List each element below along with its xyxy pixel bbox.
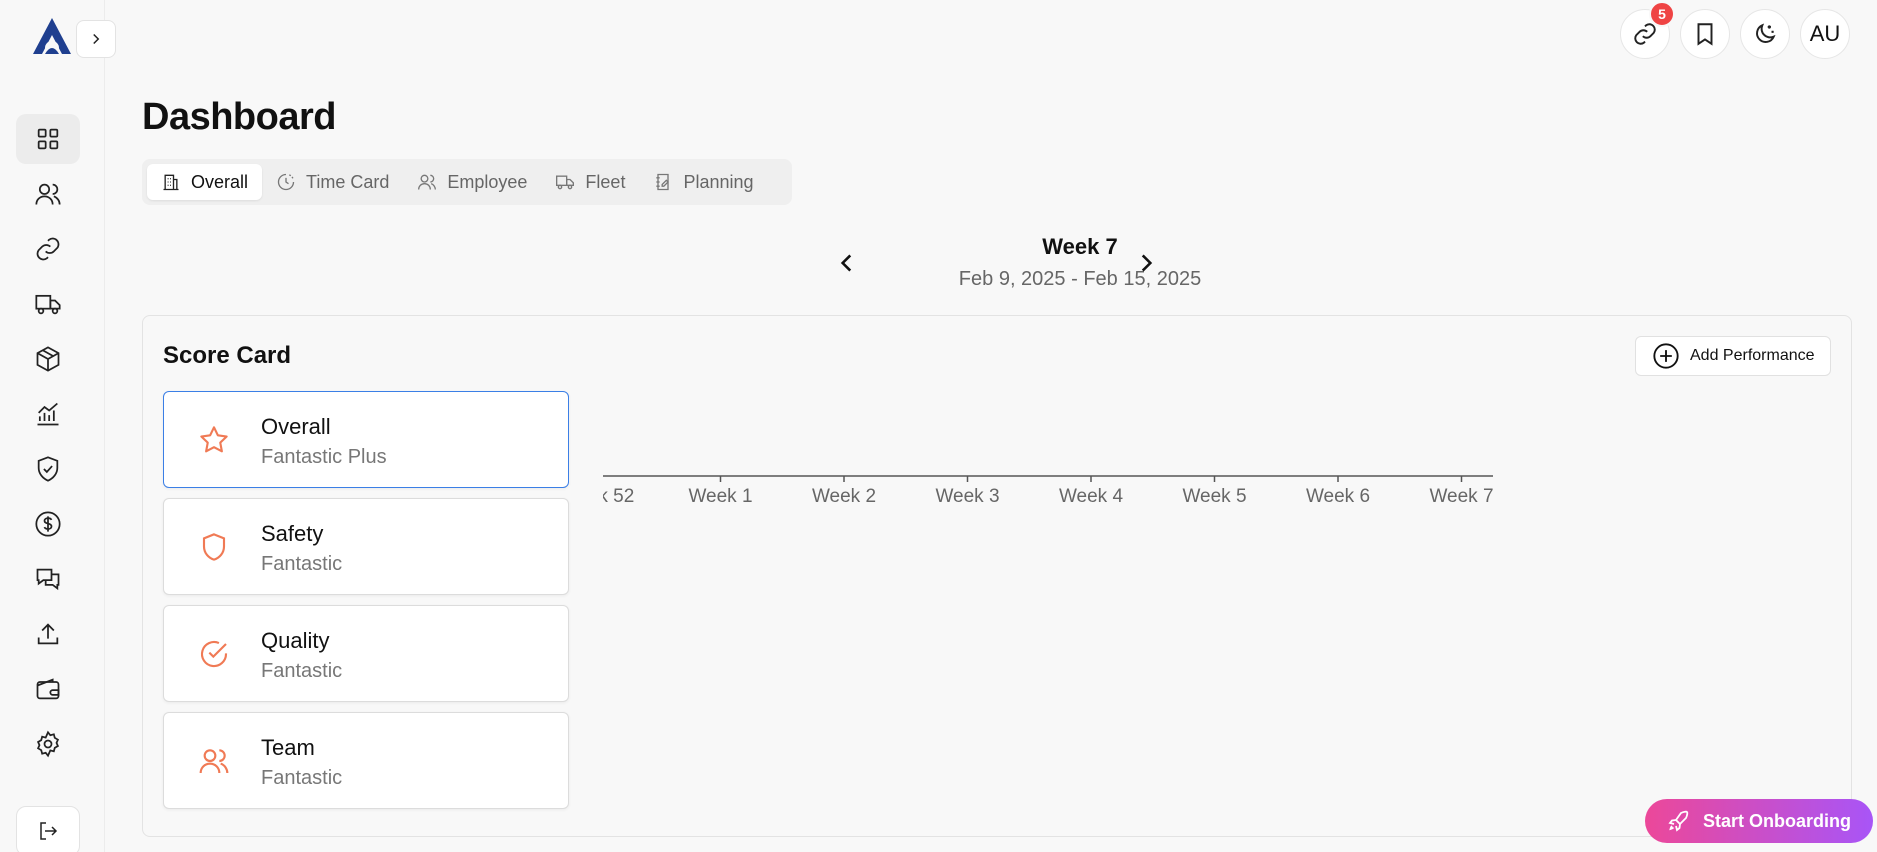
x-axis-tick-label: Week 4 <box>1059 486 1124 507</box>
score-card-title: Score Card <box>163 342 292 369</box>
sidebar <box>0 0 105 852</box>
users-icon <box>35 183 61 205</box>
sidebar-item-safety[interactable] <box>16 444 80 494</box>
x-axis-tick-label: Week 7 <box>1429 486 1493 507</box>
category-value: Fantastic Plus <box>261 446 387 468</box>
check-circle-icon <box>201 640 228 668</box>
messages-icon <box>36 568 60 591</box>
tab-label: Fleet <box>585 171 626 192</box>
plus-circle-icon <box>1653 343 1679 369</box>
team-icon <box>199 749 229 774</box>
wallet-icon <box>36 678 60 700</box>
category-name: Team <box>261 735 315 760</box>
bookmark-button[interactable] <box>1680 9 1730 59</box>
page-title: Dashboard <box>142 96 336 138</box>
sidebar-item-dashboard[interactable] <box>16 114 80 164</box>
shield-check-icon <box>37 456 59 482</box>
building-icon <box>163 174 179 191</box>
link-icon <box>36 237 60 261</box>
category-value: Fantastic <box>261 553 343 575</box>
tab-overall[interactable]: Overall <box>147 164 263 200</box>
week-date-range: Feb 9, 2025 - Feb 15, 2025 <box>958 268 1202 290</box>
moon-stars-icon <box>1756 23 1776 43</box>
bookmark-icon <box>1697 23 1713 46</box>
sidebar-item-fleet[interactable] <box>16 279 80 329</box>
x-axis-tick-label: Week 52 <box>603 486 634 507</box>
chevron-right-icon <box>1141 254 1153 272</box>
chevron-left-icon <box>840 254 852 272</box>
user-avatar[interactable]: AU <box>1800 9 1850 59</box>
add-performance-label: Add Performance <box>1690 347 1815 364</box>
x-axis-tick-label: Week 2 <box>812 486 876 507</box>
category-name: Safety <box>261 521 324 546</box>
category-name: Quality <box>261 628 330 653</box>
upload-icon <box>37 623 59 645</box>
score-card-panel: Score Card Add Performance Overall Fanta… <box>142 315 1852 837</box>
start-onboarding-label: Start Onboarding <box>1703 810 1851 831</box>
grid-icon <box>37 128 59 150</box>
x-axis-tick-label: Week 5 <box>1182 486 1246 507</box>
sidebar-item-upload[interactable] <box>16 609 80 659</box>
category-card-overall[interactable]: Overall Fantastic Plus <box>163 391 569 488</box>
package-icon <box>36 346 60 372</box>
week-navigator: Week 7 Feb 9, 2025 - Feb 15, 2025 <box>830 230 1330 296</box>
category-card-quality[interactable]: Quality Fantastic <box>163 605 569 702</box>
sidebar-item-users[interactable] <box>16 169 80 219</box>
category-card-team[interactable]: Team Fantastic <box>163 712 569 809</box>
avatar-initials: AU <box>1809 21 1841 46</box>
truck-icon <box>556 175 575 190</box>
tab-fleet[interactable]: Fleet <box>541 164 639 200</box>
users-icon <box>418 174 437 190</box>
week-title: Week 7 <box>1042 234 1118 259</box>
truck-icon <box>35 294 61 315</box>
tab-label: Employee <box>447 171 528 192</box>
dollar-icon <box>35 511 61 537</box>
sidebar-item-messages[interactable] <box>16 554 80 604</box>
chart-icon <box>37 402 59 426</box>
category-name: Overall <box>261 414 331 439</box>
x-axis-tick-label: Week 1 <box>688 486 752 507</box>
tab-label: Overall <box>191 171 249 192</box>
category-value: Fantastic <box>261 660 343 682</box>
sidebar-item-settings[interactable] <box>16 719 80 769</box>
sidebar-toggle-button[interactable] <box>76 20 116 58</box>
star-icon <box>200 426 228 453</box>
tab-label: Planning <box>683 171 754 192</box>
rocket-icon <box>1668 810 1689 832</box>
tab-label: Time Card <box>306 171 390 192</box>
sidebar-item-wallet[interactable] <box>16 664 80 714</box>
logout-button[interactable] <box>16 806 80 852</box>
sidebar-item-payments[interactable] <box>16 499 80 549</box>
tab-planning[interactable]: Planning <box>639 164 767 200</box>
previous-week-button[interactable] <box>830 246 864 280</box>
sidebar-item-links[interactable] <box>16 224 80 274</box>
start-onboarding-button[interactable]: Start Onboarding <box>1645 799 1873 843</box>
tab-time-card[interactable]: Time Card <box>262 164 403 200</box>
x-axis-tick-label: Week 6 <box>1306 486 1370 507</box>
tab-employee[interactable]: Employee <box>403 164 541 200</box>
gear-icon <box>36 730 60 758</box>
link-icon <box>1634 23 1656 45</box>
clock-icon <box>277 173 295 191</box>
notebook-icon <box>656 173 670 191</box>
sidebar-item-packages[interactable] <box>16 334 80 384</box>
links-button[interactable]: 5 <box>1620 1 1675 59</box>
dashboard-tabs: Overall Time Card Employee Fleet Plannin… <box>142 159 792 205</box>
category-card-safety[interactable]: Safety Fantastic <box>163 498 569 595</box>
theme-toggle-button[interactable] <box>1740 9 1790 59</box>
logout-icon <box>40 822 58 840</box>
shield-icon <box>202 533 226 561</box>
sidebar-item-analytics[interactable] <box>16 389 80 439</box>
next-week-button[interactable] <box>1129 246 1163 280</box>
x-axis-tick-label: Week 3 <box>935 486 999 507</box>
app-logo[interactable] <box>30 16 74 56</box>
add-performance-button[interactable]: Add Performance <box>1635 336 1831 376</box>
notification-badge: 5 <box>1649 1 1675 27</box>
chevron-right-icon <box>93 33 100 45</box>
category-value: Fantastic <box>261 767 343 789</box>
